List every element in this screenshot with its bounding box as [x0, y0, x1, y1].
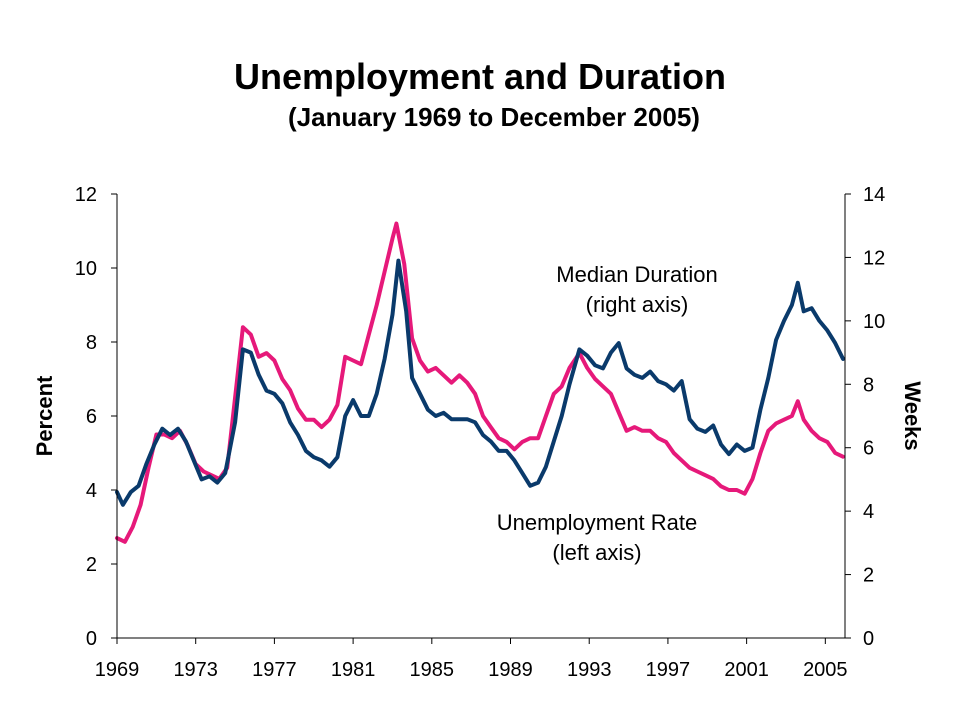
x-tick-label: 1989: [488, 659, 533, 681]
y-tick-label: 2: [86, 554, 97, 576]
x-tick-label: 1977: [252, 659, 297, 681]
x-tick-label: 2005: [803, 659, 848, 681]
y2-tick-label: 0: [863, 628, 874, 650]
median-duration-annotation: (right axis): [586, 292, 689, 317]
x-tick-label: 1997: [646, 659, 691, 681]
x-tick-label: 1973: [173, 659, 218, 681]
x-tick-label: 1981: [331, 659, 376, 681]
y-tick-label: 10: [75, 258, 97, 280]
y-tick-label: 8: [86, 332, 97, 354]
y2-tick-label: 10: [863, 311, 885, 333]
y-axis-label: Percent: [32, 375, 57, 456]
y2-axis-label: Weeks: [900, 381, 925, 450]
unemployment-rate-line: [115, 221, 845, 544]
x-tick-label: 1985: [410, 659, 455, 681]
y2-tick-label: 8: [863, 374, 874, 396]
y-tick-label: 0: [86, 628, 97, 650]
y-tick-label: 6: [86, 406, 97, 428]
x-tick-label: 1969: [95, 659, 140, 681]
y2-tick-label: 14: [863, 184, 885, 206]
y-tick-label: 12: [75, 184, 97, 206]
unemployment-rate-annotation: Unemployment Rate: [497, 510, 698, 535]
y2-tick-label: 6: [863, 438, 874, 460]
x-tick-label: 1993: [567, 659, 612, 681]
median-duration-line: [115, 258, 845, 507]
y2-tick-label: 12: [863, 247, 885, 269]
unemployment-rate-annotation: (left axis): [552, 540, 641, 565]
chart-title: Unemployment and Duration: [233, 56, 727, 97]
y-tick-label: 4: [86, 480, 97, 502]
y2-tick-label: 2: [863, 565, 874, 587]
y2-tick-label: 4: [863, 501, 874, 523]
chart-subtitle: (January 1969 to December 2005): [288, 102, 700, 132]
x-tick-label: 2001: [724, 659, 769, 681]
median-duration-annotation: Median Duration: [556, 262, 717, 287]
